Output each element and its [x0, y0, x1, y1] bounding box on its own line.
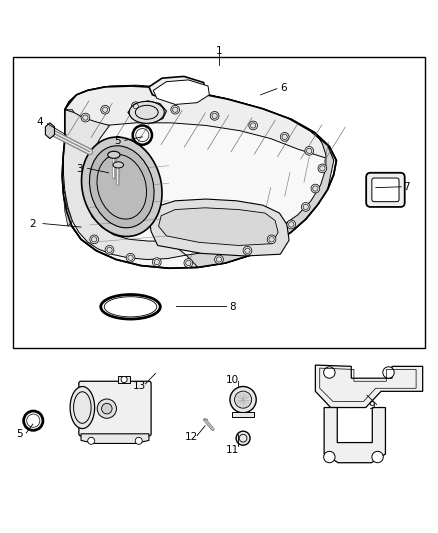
Circle shape: [324, 367, 335, 378]
Circle shape: [81, 113, 90, 122]
Circle shape: [301, 203, 310, 211]
Text: 11: 11: [226, 445, 239, 455]
Text: 3: 3: [76, 164, 83, 174]
Polygon shape: [62, 86, 336, 268]
Text: 1: 1: [215, 46, 223, 56]
Text: 9: 9: [368, 401, 375, 411]
Polygon shape: [65, 110, 86, 141]
Circle shape: [184, 259, 193, 268]
Ellipse shape: [89, 146, 154, 228]
Polygon shape: [65, 85, 334, 160]
Text: 7: 7: [403, 182, 410, 192]
Text: 4: 4: [36, 117, 43, 127]
Circle shape: [324, 451, 335, 463]
Circle shape: [383, 367, 394, 378]
Ellipse shape: [113, 162, 124, 168]
Polygon shape: [149, 76, 205, 101]
Text: 10: 10: [226, 375, 239, 385]
Circle shape: [249, 121, 258, 130]
FancyBboxPatch shape: [232, 412, 254, 417]
Polygon shape: [128, 101, 166, 123]
Ellipse shape: [108, 151, 120, 158]
Ellipse shape: [81, 137, 162, 237]
FancyBboxPatch shape: [79, 381, 151, 436]
Circle shape: [318, 164, 327, 173]
Polygon shape: [81, 434, 149, 443]
Polygon shape: [149, 199, 289, 256]
Circle shape: [88, 437, 95, 445]
FancyBboxPatch shape: [366, 173, 405, 207]
Circle shape: [280, 133, 289, 141]
Circle shape: [135, 437, 142, 445]
Circle shape: [121, 376, 127, 383]
Circle shape: [267, 235, 276, 244]
Circle shape: [90, 235, 99, 244]
Polygon shape: [118, 376, 130, 383]
Circle shape: [105, 246, 114, 254]
Text: 8: 8: [229, 302, 236, 312]
Polygon shape: [64, 110, 186, 260]
Polygon shape: [324, 408, 385, 463]
Circle shape: [126, 253, 135, 262]
Circle shape: [210, 111, 219, 120]
Polygon shape: [64, 191, 72, 226]
Bar: [13, 57, 425, 348]
Circle shape: [236, 431, 250, 445]
Circle shape: [97, 399, 117, 418]
Polygon shape: [186, 132, 334, 268]
Circle shape: [243, 246, 252, 255]
Ellipse shape: [129, 101, 164, 123]
Circle shape: [171, 106, 180, 114]
Text: 12: 12: [185, 432, 198, 442]
Polygon shape: [46, 123, 54, 139]
Text: 5: 5: [16, 429, 23, 439]
Polygon shape: [315, 365, 423, 408]
Circle shape: [287, 220, 296, 229]
Text: 6: 6: [280, 83, 287, 93]
Circle shape: [235, 391, 251, 408]
Text: 2: 2: [29, 219, 36, 229]
Circle shape: [131, 102, 140, 110]
FancyBboxPatch shape: [372, 178, 399, 201]
Text: 13: 13: [133, 381, 146, 391]
Ellipse shape: [70, 386, 95, 429]
Circle shape: [152, 258, 161, 266]
Circle shape: [230, 386, 256, 413]
Circle shape: [102, 403, 112, 414]
Polygon shape: [153, 80, 209, 104]
Circle shape: [305, 147, 314, 155]
Circle shape: [311, 184, 320, 193]
Polygon shape: [159, 208, 278, 246]
Text: 5: 5: [114, 136, 121, 146]
Circle shape: [372, 451, 383, 463]
Circle shape: [215, 255, 223, 264]
Circle shape: [101, 106, 110, 114]
